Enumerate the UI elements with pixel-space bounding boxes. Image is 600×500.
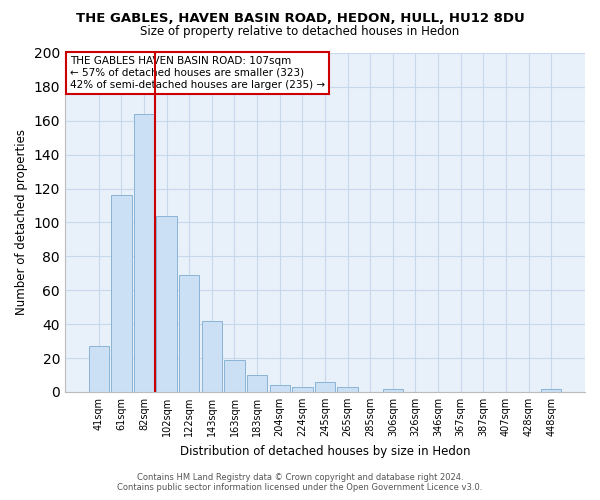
Text: THE GABLES, HAVEN BASIN ROAD, HEDON, HULL, HU12 8DU: THE GABLES, HAVEN BASIN ROAD, HEDON, HUL… <box>76 12 524 26</box>
Text: Contains HM Land Registry data © Crown copyright and database right 2024.
Contai: Contains HM Land Registry data © Crown c… <box>118 473 482 492</box>
Bar <box>292 387 313 392</box>
Bar <box>383 388 403 392</box>
Text: THE GABLES HAVEN BASIN ROAD: 107sqm
← 57% of detached houses are smaller (323)
4: THE GABLES HAVEN BASIN ROAD: 107sqm ← 57… <box>70 56 325 90</box>
Bar <box>269 385 290 392</box>
Bar <box>247 375 267 392</box>
Bar <box>157 216 177 392</box>
Bar <box>224 360 245 392</box>
Bar <box>89 346 109 392</box>
Bar <box>179 275 199 392</box>
Y-axis label: Number of detached properties: Number of detached properties <box>15 130 28 316</box>
Bar <box>202 321 222 392</box>
X-axis label: Distribution of detached houses by size in Hedon: Distribution of detached houses by size … <box>180 444 470 458</box>
Text: Size of property relative to detached houses in Hedon: Size of property relative to detached ho… <box>140 25 460 38</box>
Bar <box>541 388 562 392</box>
Bar <box>315 382 335 392</box>
Bar <box>337 387 358 392</box>
Bar <box>111 196 131 392</box>
Bar <box>134 114 154 392</box>
